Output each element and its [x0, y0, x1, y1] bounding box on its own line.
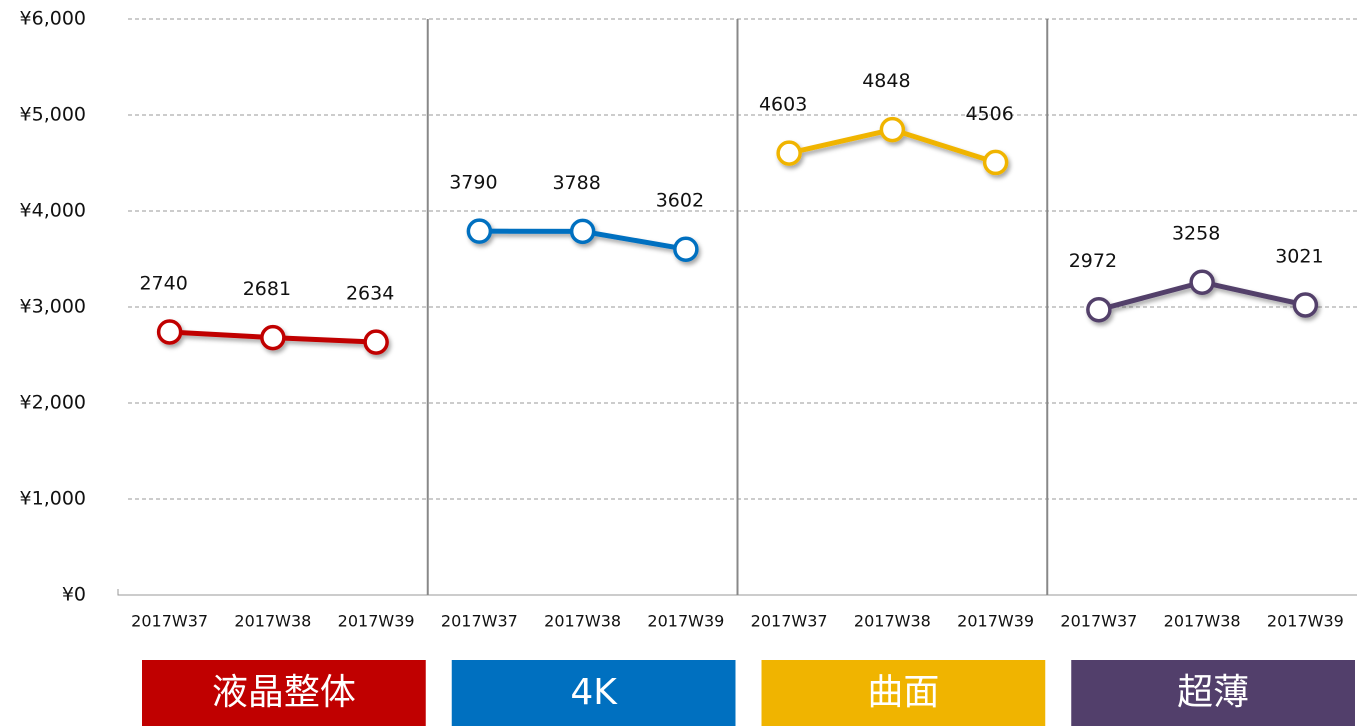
marker	[466, 218, 493, 244]
data-label: 2681	[243, 278, 291, 300]
data-label: 2740	[139, 272, 187, 294]
marker	[879, 116, 906, 143]
x-tick-label: 2017W38	[1164, 612, 1241, 631]
data-label: 3602	[656, 190, 704, 212]
y-tick-label: ¥6,000	[20, 8, 86, 30]
data-label: 4506	[965, 103, 1013, 125]
series	[776, 116, 1009, 176]
x-tick-label: 2017W39	[957, 612, 1034, 631]
x-tick-label: 2017W39	[647, 612, 724, 631]
y-tick-label: ¥1,000	[20, 488, 86, 510]
legend-box	[761, 660, 1046, 726]
data-label: 2634	[346, 283, 394, 305]
y-tick-label: ¥3,000	[20, 296, 86, 318]
legend-box	[451, 660, 736, 726]
y-tick-label: ¥2,000	[20, 392, 86, 414]
marker	[982, 149, 1009, 176]
legend-label: 曲面	[867, 672, 939, 713]
data-label: 3790	[449, 172, 497, 194]
marker	[260, 324, 286, 351]
data-label: 3021	[1275, 245, 1323, 267]
x-tick-label: 2017W37	[131, 612, 208, 631]
x-tick-label: 2017W38	[234, 612, 311, 631]
y-tick-label: ¥4,000	[20, 200, 86, 222]
x-tick-label: 2017W39	[338, 612, 415, 631]
marker	[776, 140, 802, 166]
y-tick-label: ¥5,000	[20, 104, 86, 126]
marker	[673, 236, 699, 262]
series	[1086, 269, 1319, 323]
data-label: 3258	[1172, 223, 1220, 245]
series	[156, 319, 389, 355]
series	[466, 218, 699, 262]
marker	[569, 218, 596, 245]
x-tick-label: 2017W37	[751, 612, 828, 631]
data-label: 4848	[862, 70, 910, 92]
x-axis	[117, 589, 1357, 596]
legend-box	[1071, 660, 1355, 726]
data-label: 2972	[1069, 250, 1117, 272]
data-label: 3788	[552, 172, 600, 194]
legend-label: 4K	[570, 672, 618, 713]
x-tick-label: 2017W37	[1060, 612, 1137, 631]
marker	[156, 319, 183, 345]
marker	[1189, 269, 1215, 295]
x-tick-label: 2017W37	[441, 612, 518, 631]
legend-box	[142, 660, 426, 726]
x-tick-label: 2017W38	[544, 612, 621, 631]
marker	[1086, 296, 1112, 323]
marker	[1292, 292, 1319, 318]
legend-label: 液晶整体	[212, 672, 356, 713]
y-tick-label: ¥0	[62, 584, 86, 606]
marker	[363, 329, 389, 355]
x-tick-label: 2017W39	[1267, 612, 1344, 631]
data-label: 4603	[759, 94, 807, 116]
legend-label: 超薄	[1177, 672, 1249, 713]
x-tick-label: 2017W38	[854, 612, 931, 631]
